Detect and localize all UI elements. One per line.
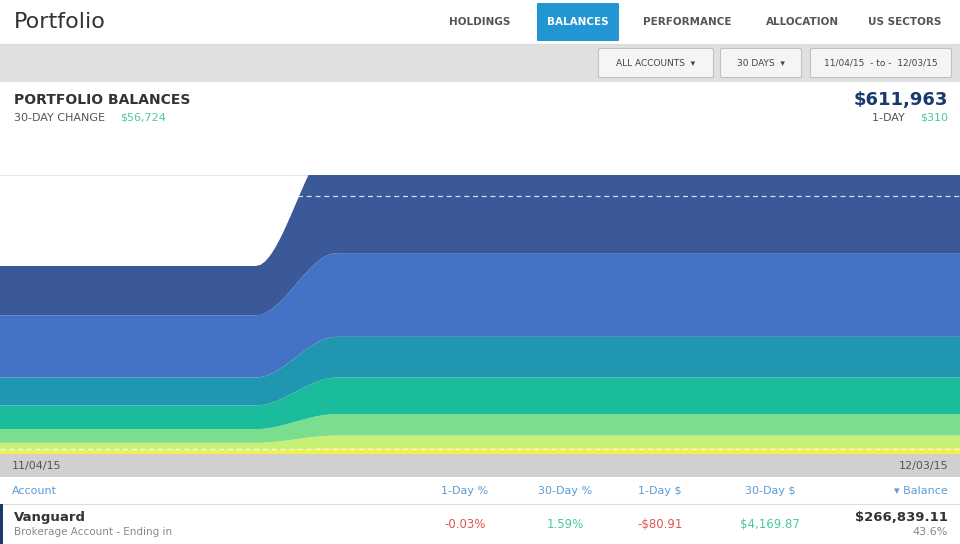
Text: PERFORMANCE: PERFORMANCE [643,17,732,27]
Text: $310: $310 [920,113,948,123]
Bar [0,454,960,477]
Text: PORTFOLIO BALANCES: PORTFOLIO BALANCES [14,93,190,107]
Text: Vanguard: Vanguard [14,511,86,524]
Text: 12/03/15: 12/03/15 [899,461,948,471]
Text: Account: Account [12,485,57,496]
Text: HOLDINGS: HOLDINGS [449,17,511,27]
Text: $4,169.87: $4,169.87 [740,517,800,530]
Text: 30-Day $: 30-Day $ [745,485,795,496]
FancyBboxPatch shape [721,48,802,77]
Bar [0,504,960,544]
Bar [0,44,960,82]
Text: ALL ACCOUNTS  ▾: ALL ACCOUNTS ▾ [616,59,696,67]
Text: US SECTORS: US SECTORS [868,17,942,27]
Text: ▾ Balance: ▾ Balance [895,485,948,496]
Text: -$80.91: -$80.91 [637,517,683,530]
Bar [0,175,960,454]
Text: 11/04/15: 11/04/15 [12,461,61,471]
Text: $0K: $0K [938,438,955,447]
Text: Brokerage Account - Ending in: Brokerage Account - Ending in [14,527,172,537]
Text: 30-Day %: 30-Day % [538,485,592,496]
Bar [0,477,960,504]
Text: 30-DAY CHANGE: 30-DAY CHANGE [14,113,108,123]
Text: 1-Day %: 1-Day % [442,485,489,496]
Text: ALLOCATION: ALLOCATION [766,17,840,27]
FancyBboxPatch shape [598,48,713,77]
Bar [0,504,3,544]
Text: $600K: $600K [926,183,955,193]
Text: $56,724: $56,724 [120,113,166,123]
Text: BALANCES: BALANCES [547,17,609,27]
Text: $266,839.11: $266,839.11 [855,511,948,524]
Text: 1-Day $: 1-Day $ [638,485,682,496]
Bar [0,82,960,175]
Text: 30 DAYS  ▾: 30 DAYS ▾ [737,59,785,67]
Text: Portfolio: Portfolio [14,12,106,32]
Text: 43.6%: 43.6% [913,527,948,537]
Text: 1-DAY: 1-DAY [872,113,908,123]
Text: -0.03%: -0.03% [444,517,486,530]
FancyBboxPatch shape [810,48,951,77]
Text: 1.59%: 1.59% [546,517,584,530]
Text: $611,963: $611,963 [853,91,948,109]
Bar [0,0,960,44]
Text: 11/04/15  - to -  12/03/15: 11/04/15 - to - 12/03/15 [825,59,938,67]
FancyBboxPatch shape [537,3,619,41]
